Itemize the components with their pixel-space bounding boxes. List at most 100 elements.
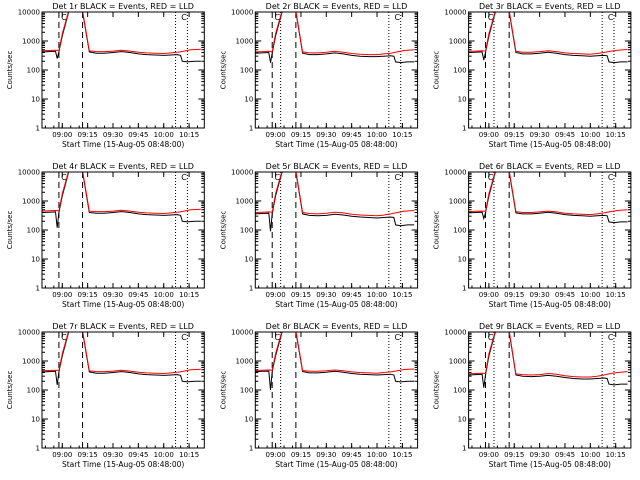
panel-title: Det 1r BLACK = Events, RED = LLD bbox=[52, 2, 194, 11]
y-tick-label: 1000 bbox=[449, 38, 467, 46]
y-tick-label: 1 bbox=[36, 445, 40, 453]
y-axis-label: Counts/sec bbox=[6, 51, 14, 90]
y-tick-label: 10 bbox=[244, 416, 253, 424]
series-group bbox=[468, 172, 628, 224]
attenuator-marker: C bbox=[488, 13, 494, 22]
detector-panel: Det 2r BLACK = Events, RED = LLD Counts/s… bbox=[219, 2, 419, 149]
y-tick-label: 10 bbox=[244, 96, 253, 104]
x-tick-label: 09:00 bbox=[265, 451, 285, 459]
lld-rate-line bbox=[42, 12, 201, 55]
y-tick-label: 10000 bbox=[231, 329, 253, 337]
lld-rate-line bbox=[468, 332, 628, 378]
y-tick-label: 10000 bbox=[444, 169, 466, 177]
y-tick-label: 100 bbox=[240, 67, 253, 75]
y-tick-label: 1 bbox=[462, 285, 466, 293]
x-tick-label: 10:15 bbox=[179, 131, 199, 139]
x-tick-label: 09:45 bbox=[342, 291, 362, 299]
y-tick-label: 1000 bbox=[235, 198, 253, 206]
x-tick-label: 09:30 bbox=[530, 451, 550, 459]
x-axis-label: Start Time (15-Aug-05 08:48:00) bbox=[62, 300, 184, 309]
series-group bbox=[255, 12, 415, 64]
y-tick-label: 10000 bbox=[444, 329, 466, 337]
x-tick-label: 09:45 bbox=[342, 451, 362, 459]
attenuator-marker: C bbox=[181, 13, 187, 22]
y-tick-label: 10 bbox=[31, 96, 40, 104]
x-axis-label: Start Time (15-Aug-05 08:48:00) bbox=[62, 140, 184, 149]
x-tick-label: 09:15 bbox=[78, 291, 98, 299]
x-axis-label: Start Time (15-Aug-05 08:48:00) bbox=[275, 460, 397, 469]
panel-title: Det 3r BLACK = Events, RED = LLD bbox=[479, 2, 621, 11]
x-tick-label: 09:45 bbox=[555, 291, 575, 299]
y-axis-label: Counts/sec bbox=[433, 51, 441, 90]
y-tick-label: 1000 bbox=[449, 198, 467, 206]
x-tick-label: 10:15 bbox=[179, 291, 199, 299]
attenuator-marker: C bbox=[181, 173, 187, 182]
x-tick-label: 09:00 bbox=[479, 131, 499, 139]
panel-title: Det 5r BLACK = Events, RED = LLD bbox=[266, 162, 408, 171]
y-axis-label: Counts/sec bbox=[219, 371, 227, 410]
y-tick-label: 1000 bbox=[22, 358, 40, 366]
y-tick-label: 1000 bbox=[22, 198, 40, 206]
x-tick-label: 09:30 bbox=[530, 131, 550, 139]
y-axis-label: Counts/sec bbox=[219, 211, 227, 250]
x-tick-label: 09:45 bbox=[342, 131, 362, 139]
series-group bbox=[42, 172, 201, 228]
attenuator-marker: C bbox=[395, 13, 401, 22]
x-tick-label: 10:15 bbox=[606, 131, 626, 139]
x-axis-label: Start Time (15-Aug-05 08:48:00) bbox=[489, 460, 611, 469]
plot-frame bbox=[41, 171, 205, 289]
panel-title: Det 7r BLACK = Events, RED = LLD bbox=[52, 322, 194, 331]
plot-frame bbox=[254, 331, 419, 449]
x-tick-label: 09:15 bbox=[291, 291, 311, 299]
y-axis-label: Counts/sec bbox=[6, 211, 14, 250]
x-tick-label: 09:15 bbox=[78, 131, 98, 139]
detector-panel: Det 1r BLACK = Events, RED = LLD Counts/s… bbox=[6, 2, 205, 149]
lld-rate-line bbox=[468, 12, 628, 55]
lld-rate-line bbox=[42, 332, 201, 375]
x-tick-label: 10:15 bbox=[179, 451, 199, 459]
x-tick-label: 09:00 bbox=[52, 291, 72, 299]
y-tick-label: 1000 bbox=[22, 38, 40, 46]
series-group bbox=[42, 12, 201, 63]
y-tick-label: 10 bbox=[458, 416, 467, 424]
attenuator-marker: C bbox=[274, 173, 280, 182]
x-tick-label: 09:45 bbox=[555, 131, 575, 139]
attenuator-marker: C bbox=[61, 173, 67, 182]
attenuator-marker: C bbox=[488, 333, 494, 342]
y-tick-label: 10000 bbox=[18, 9, 40, 17]
y-tick-label: 1 bbox=[36, 125, 40, 133]
x-tick-label: 10:15 bbox=[606, 291, 626, 299]
x-tick-label: 09:00 bbox=[52, 131, 72, 139]
x-tick-label: 10:00 bbox=[367, 131, 387, 139]
series-group bbox=[42, 332, 201, 385]
panel-title: Det 4r BLACK = Events, RED = LLD bbox=[52, 162, 194, 171]
lld-rate-line bbox=[255, 332, 415, 374]
x-tick-label: 10:00 bbox=[154, 291, 174, 299]
y-tick-label: 1000 bbox=[235, 358, 253, 366]
x-tick-label: 10:00 bbox=[367, 291, 387, 299]
x-tick-label: 10:00 bbox=[154, 451, 174, 459]
attenuator-marker: C bbox=[61, 333, 67, 342]
x-axis-label: Start Time (15-Aug-05 08:48:00) bbox=[275, 140, 397, 149]
y-tick-label: 1000 bbox=[235, 38, 253, 46]
y-tick-label: 100 bbox=[453, 227, 466, 235]
attenuator-marker: C bbox=[395, 333, 401, 342]
y-axis-label: Counts/sec bbox=[433, 371, 441, 410]
attenuator-marker: C bbox=[395, 173, 401, 182]
x-tick-label: 09:30 bbox=[316, 451, 336, 459]
x-tick-label: 09:15 bbox=[504, 451, 524, 459]
series-group bbox=[468, 12, 628, 64]
y-tick-label: 100 bbox=[27, 387, 40, 395]
y-axis-label: Counts/sec bbox=[6, 371, 14, 410]
plot-frame bbox=[41, 331, 205, 449]
panel-title: Det 6r BLACK = Events, RED = LLD bbox=[479, 162, 621, 171]
y-tick-label: 100 bbox=[453, 67, 466, 75]
y-tick-label: 10000 bbox=[231, 9, 253, 17]
x-tick-label: 10:00 bbox=[154, 131, 174, 139]
y-tick-label: 10 bbox=[31, 416, 40, 424]
y-tick-label: 1 bbox=[462, 125, 466, 133]
y-tick-label: 10000 bbox=[18, 329, 40, 337]
y-tick-label: 100 bbox=[240, 387, 253, 395]
y-tick-label: 10000 bbox=[18, 169, 40, 177]
y-tick-label: 100 bbox=[453, 387, 466, 395]
